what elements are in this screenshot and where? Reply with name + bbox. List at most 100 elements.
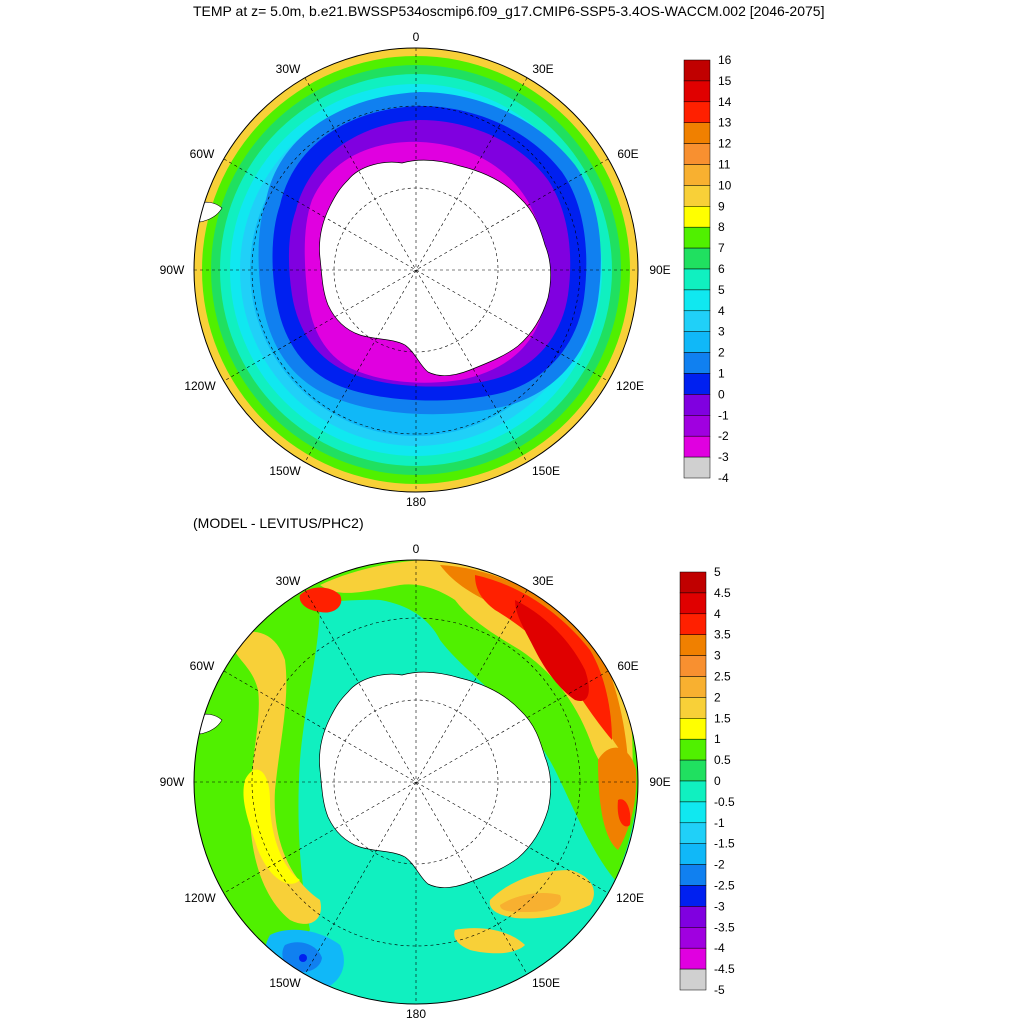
top-map-boundary [193, 47, 639, 493]
colorbar-swatch [683, 352, 711, 374]
colorbar-label: -0.5 [714, 795, 735, 809]
lon-label-60e: 60E [617, 147, 638, 161]
colorbar-swatch [679, 801, 707, 824]
colorbar-swatch [683, 226, 711, 249]
colorbar-swatch [679, 697, 707, 719]
lon-label-90w: 90W [160, 775, 185, 789]
colorbar-label: -1 [714, 816, 725, 830]
colorbar-swatch [683, 122, 711, 144]
colorbar-label: -3.5 [714, 920, 735, 934]
lon-label-90w: 90W [160, 263, 185, 277]
figure-title: TEMP at z= 5.0m, b.e21.BWSSP534oscmip6.f… [193, 3, 824, 19]
lon-label-120e: 120E [616, 891, 644, 905]
colorbar-swatch [683, 268, 711, 291]
colorbar-label: 2.5 [714, 670, 731, 684]
colorbar-swatch [683, 331, 711, 353]
colorbar-label: -1.5 [714, 837, 735, 851]
colorbar-label: 11 [718, 158, 731, 172]
lon-label-30e: 30E [532, 574, 553, 588]
colorbar-label: 3 [718, 325, 725, 339]
lon-label-180: 180 [406, 1007, 426, 1021]
colorbar-label: 0 [718, 387, 725, 401]
colorbar-swatch [683, 456, 711, 479]
colorbar-label: -3 [714, 899, 725, 913]
lon-label-120w: 120W [184, 379, 216, 393]
top-map: 0 30W 30E 60W 60E 90W 90E 120W 120E 150W… [160, 30, 732, 509]
colorbar-label: 16 [718, 53, 732, 67]
bottom-map-field [194, 560, 638, 1004]
colorbar-label: -2 [718, 429, 729, 443]
colorbar-label: 10 [718, 178, 732, 192]
colorbar-swatch [679, 759, 707, 782]
colorbar-label: 8 [718, 220, 725, 234]
colorbar-swatch [683, 247, 711, 270]
colorbar-label: 7 [718, 241, 725, 255]
colorbar-swatch [683, 143, 711, 165]
lon-label-150e: 150E [532, 464, 560, 478]
colorbar-label: 4.5 [714, 586, 731, 600]
colorbar-label: -1 [718, 408, 729, 422]
bottom-map-title: (MODEL - LEVITUS/PHC2) [193, 515, 364, 531]
colorbar-label: -4 [714, 941, 725, 955]
colorbar-label: -2 [714, 858, 725, 872]
colorbar-swatch [679, 906, 707, 928]
colorbar-label: 1 [714, 732, 721, 746]
colorbar-label: 14 [718, 95, 732, 109]
colorbar-label: 5 [714, 565, 721, 579]
lon-label-120e: 120E [616, 379, 644, 393]
colorbar-swatch [679, 634, 707, 656]
colorbar-swatch [683, 59, 711, 82]
colorbar-label: 3.5 [714, 628, 731, 642]
colorbar-swatch [683, 373, 711, 395]
colorbar-swatch [679, 655, 707, 677]
lon-label-60e: 60E [617, 659, 638, 673]
colorbar-swatch [679, 676, 707, 698]
bottom-map-boundary [193, 559, 639, 1005]
colorbar-swatch [679, 738, 707, 761]
top-map-field [194, 48, 638, 492]
colorbar-swatch [679, 780, 707, 803]
top-map-longitude-labels: 0 30W 30E 60W 60E 90W 90E 120W 120E 150W… [160, 30, 671, 509]
colorbar-swatch [679, 613, 707, 635]
lon-label-150w: 150W [269, 976, 301, 990]
colorbar-swatch [679, 947, 707, 970]
colorbar-swatch [683, 435, 711, 458]
colorbar-label: 6 [718, 262, 725, 276]
colorbar-swatch [683, 310, 711, 332]
colorbar-swatch [679, 592, 707, 615]
colorbar-swatch [679, 822, 707, 844]
lon-label-120w: 120W [184, 891, 216, 905]
colorbar-swatch [679, 864, 707, 886]
colorbar-label: -5 [714, 983, 725, 997]
colorbar-label: -2.5 [714, 879, 735, 893]
colorbar-swatch [683, 206, 711, 228]
lon-label-30w: 30W [276, 574, 301, 588]
bottom-colorbar: 5 4.5 4 3.5 3 2.5 2 1.5 1 0.5 0 -0.5 -1 -1.5 -2 -2.5 -3 -… [679, 565, 735, 997]
colorbar-label: 4 [718, 304, 725, 318]
lon-label-180: 180 [406, 495, 426, 509]
colorbar-swatch [683, 185, 711, 207]
colorbar-swatch [679, 885, 707, 907]
bottom-map: 0 30W 30E 60W 60E 90W 90E 120W 120E 150W… [160, 542, 735, 1021]
colorbar-swatch [683, 289, 711, 312]
colorbar-label: -4.5 [714, 962, 735, 976]
lon-label-90e: 90E [649, 263, 670, 277]
colorbar-label: 15 [718, 74, 732, 88]
colorbar-label: 9 [718, 199, 725, 213]
lon-label-60w: 60W [190, 147, 215, 161]
lon-label-150w: 150W [269, 464, 301, 478]
lon-label-90e: 90E [649, 775, 670, 789]
lon-label-0: 0 [413, 30, 420, 44]
colorbar-swatch [683, 394, 711, 416]
lon-label-30e: 30E [532, 62, 553, 76]
colorbar-label: 4 [714, 607, 721, 621]
colorbar-label: 0 [714, 774, 721, 788]
colorbar-swatch [679, 927, 707, 949]
colorbar-label: 1 [718, 367, 725, 381]
colorbar-label: 13 [718, 116, 732, 130]
colorbar-swatch [683, 415, 711, 437]
colorbar-label: 3 [714, 649, 721, 663]
colorbar-swatch [683, 164, 711, 186]
